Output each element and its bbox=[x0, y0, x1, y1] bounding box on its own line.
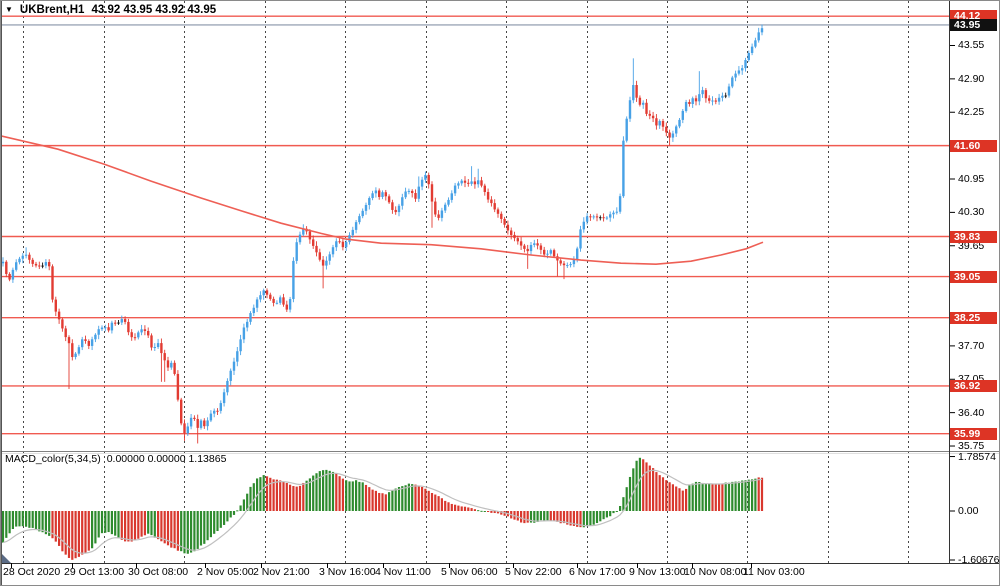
price-tick-label: 40.30 bbox=[958, 206, 985, 219]
price-axis-panel bbox=[950, 1, 999, 585]
price-tick-label: 37.70 bbox=[958, 339, 985, 352]
time-axis-label[interactable]: 5 Nov 06:00 bbox=[441, 566, 498, 578]
moving-average-line bbox=[1, 135, 764, 266]
symbol-dropdown-icon[interactable]: ▼ bbox=[5, 4, 13, 14]
macd-axis-label: 1.78574 bbox=[958, 450, 996, 463]
time-axis-label[interactable]: 9 Nov 13:00 bbox=[629, 566, 686, 578]
time-axis-label[interactable]: 6 Nov 17:00 bbox=[569, 566, 626, 578]
price-tick-label: 43.55 bbox=[958, 39, 985, 52]
price-level-badge: 41.60 bbox=[950, 139, 997, 152]
time-axis-label[interactable]: 10 Nov 08:00 bbox=[684, 566, 747, 578]
time-axis-label[interactable]: 11 Nov 03:00 bbox=[743, 566, 805, 578]
price-level-badge: 35.99 bbox=[950, 427, 997, 440]
time-axis-label[interactable]: 2 Nov 21:00 bbox=[253, 566, 310, 578]
time-axis-label[interactable]: 29 Oct 13:00 bbox=[64, 566, 125, 578]
price-tick-label: 39.65 bbox=[958, 239, 985, 252]
panel-resize-grip[interactable] bbox=[2, 554, 11, 563]
macd-histogram bbox=[1, 457, 764, 560]
price-level-badge: 39.05 bbox=[950, 270, 997, 283]
price-tick-label: 40.95 bbox=[958, 173, 985, 185]
time-axis-label[interactable]: 2 Nov 05:00 bbox=[197, 566, 254, 578]
symbol-period-label: UKBrent,H1 bbox=[19, 4, 85, 16]
time-axis-label[interactable]: 28 Oct 2020 bbox=[3, 566, 61, 578]
time-axis-label[interactable]: 5 Nov 22:00 bbox=[505, 566, 562, 578]
time-axis-label[interactable]: 4 Nov 11:00 bbox=[375, 566, 431, 578]
macd-axis-label: 0.00 bbox=[958, 505, 979, 517]
price-tick-label: 37.05 bbox=[958, 374, 984, 385]
chart-title: ▼ UKBrent,H1 43.92 43.95 43.92 43.95 bbox=[5, 4, 216, 16]
price-tick-label: 36.40 bbox=[958, 406, 985, 419]
price-tick-label: 42.90 bbox=[958, 72, 985, 85]
macd-indicator-label: MACD_color(5,34,5) 0.00000 0.00000 1.138… bbox=[5, 453, 226, 465]
macd-indicator-name: MACD_color(5,34,5) bbox=[5, 453, 101, 465]
macd-indicator-values: 0.00000 0.00000 1.13865 bbox=[106, 453, 227, 465]
macd-signal-line bbox=[2, 469, 763, 554]
price-level-badge: 39.83 bbox=[950, 230, 997, 243]
time-axis-label[interactable]: 3 Nov 16:00 bbox=[319, 566, 376, 578]
price-tick-label: 42.25 bbox=[958, 106, 985, 119]
candlestick-series bbox=[1, 24, 764, 444]
price-level-badge: 38.25 bbox=[950, 311, 997, 324]
ohlc-values: 43.92 43.95 43.92 43.95 bbox=[91, 4, 217, 16]
price-level-badge: 36.92 bbox=[950, 379, 997, 392]
time-axis-label[interactable]: 30 Oct 08:00 bbox=[128, 566, 189, 578]
price-tick-label: 35.75 bbox=[958, 440, 985, 453]
macd-axis-label: -1.60676 bbox=[958, 554, 1000, 566]
time-axis-panel bbox=[1, 564, 999, 585]
current-price-badge: 43.95 bbox=[950, 18, 997, 31]
